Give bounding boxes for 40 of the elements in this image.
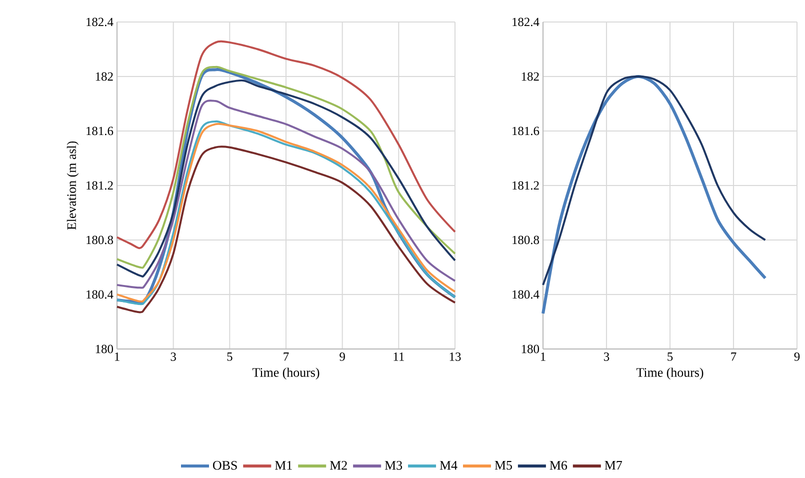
x-tick-label: 13 <box>450 352 461 361</box>
x-tick-label: 1 <box>114 352 120 361</box>
y-tick-label: 180.4 <box>512 290 540 299</box>
y-tick-label: 181.2 <box>512 181 539 190</box>
x-tick-label: 11 <box>394 352 404 361</box>
x-tick-label: 1 <box>540 352 546 361</box>
legend-label: M4 <box>440 461 458 470</box>
legend-label: M1 <box>275 461 292 470</box>
y-tick-label: 182.4 <box>512 18 540 26</box>
y-tick-label: 182 <box>96 72 113 81</box>
x-tick-label: 9 <box>794 352 800 361</box>
y-tick-label: 182.4 <box>86 18 114 26</box>
legend-label: M7 <box>604 461 622 470</box>
x-tick-label: 3 <box>604 352 610 361</box>
line-series <box>116 100 456 289</box>
y-tick-label: 180 <box>522 344 540 354</box>
legend-label: M6 <box>550 461 568 470</box>
legend-label: M5 <box>494 461 512 470</box>
legend-label: M3 <box>384 461 402 470</box>
x-tick-label: 5 <box>668 352 673 361</box>
legend-label: OBS <box>213 461 237 470</box>
y-tick-label: 180 <box>96 344 114 354</box>
line-series <box>116 146 456 314</box>
line-series <box>116 40 456 250</box>
y-tick-label: 182 <box>522 72 539 81</box>
y-tick-label: 181.6 <box>86 126 114 136</box>
y-tick-label: 181.6 <box>512 126 540 136</box>
y-tick-label: 180.4 <box>86 290 114 299</box>
y-tick-label: 181.2 <box>86 181 113 190</box>
legend-label: M2 <box>330 461 347 470</box>
y-axis-title: Elevation (m asl) <box>66 141 79 230</box>
x-tick-label: 9 <box>340 352 345 361</box>
x-tick-label: 5 <box>227 352 232 361</box>
x-tick-label: 7 <box>284 352 289 361</box>
x-tick-label: 7 <box>731 352 736 361</box>
y-tick-label: 180.8 <box>512 236 540 244</box>
x-axis-title: Time (hours) <box>252 368 320 380</box>
x-axis-title: Time (hours) <box>636 368 704 380</box>
y-tick-label: 180.8 <box>86 236 114 244</box>
x-tick-label: 3 <box>170 352 176 361</box>
